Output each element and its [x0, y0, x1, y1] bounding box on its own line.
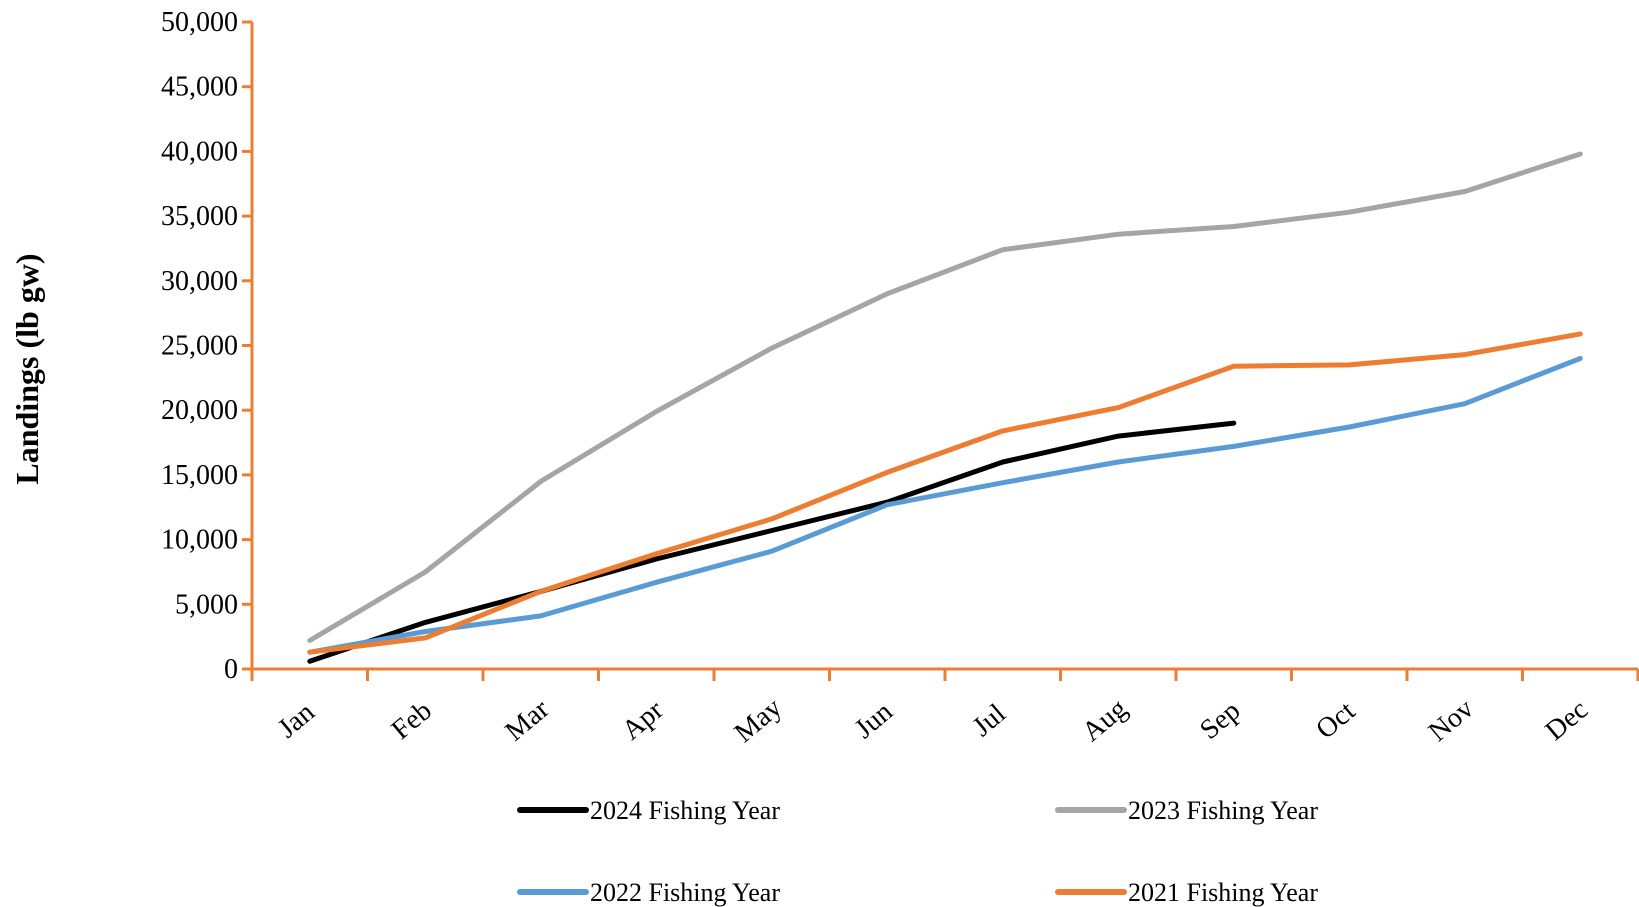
x-tick-label: Jan [272, 697, 321, 745]
legend-label: 2023 Fishing Year [1128, 796, 1318, 825]
legend-label: 2024 Fishing Year [590, 796, 780, 825]
y-tick-label: 40,000 [161, 136, 238, 167]
x-tick-label: Jul [967, 698, 1012, 743]
y-axis-title: Landings (lb gw) [9, 253, 45, 484]
y-tick-label: 45,000 [161, 72, 238, 103]
y-tick-label: 0 [224, 654, 238, 685]
x-tick-label: May [729, 692, 788, 749]
y-tick-label: 30,000 [161, 266, 238, 297]
series-layer [307, 151, 1583, 664]
legend: 2024 Fishing Year 2023 Fishing Year 2022 F… [517, 796, 1318, 907]
x-tick-label: Sep [1194, 695, 1246, 746]
x-tick-label: Apr [616, 694, 670, 746]
series-line-2022-fishing-year [307, 355, 1583, 655]
series-line-2024-fishing-year [307, 420, 1237, 664]
y-tick-label: 35,000 [161, 201, 238, 232]
y-tick-label: 10,000 [161, 525, 238, 556]
legend-label: 2021 Fishing Year [1128, 878, 1318, 907]
x-tick-label: Jun [849, 696, 899, 745]
series-line-2023-fishing-year [307, 151, 1583, 643]
series-line-2021-fishing-year [307, 331, 1583, 655]
y-tick-label: 20,000 [161, 395, 238, 426]
x-tick-label: Aug [1076, 693, 1133, 748]
legend-label: 2022 Fishing Year [590, 878, 780, 907]
y-tick-label: 5,000 [175, 589, 238, 620]
x-tick-label: Nov [1423, 693, 1480, 748]
y-tick-label: 50,000 [161, 7, 238, 38]
axes-layer [242, 20, 1639, 681]
x-tick-label: Feb [386, 695, 438, 746]
y-tick-label: 15,000 [161, 460, 238, 491]
x-tick-label: Oct [1310, 695, 1361, 745]
x-tick-label: Dec [1540, 694, 1594, 747]
y-tick-label: 25,000 [161, 331, 238, 362]
x-tick-label: Mar [499, 693, 555, 747]
